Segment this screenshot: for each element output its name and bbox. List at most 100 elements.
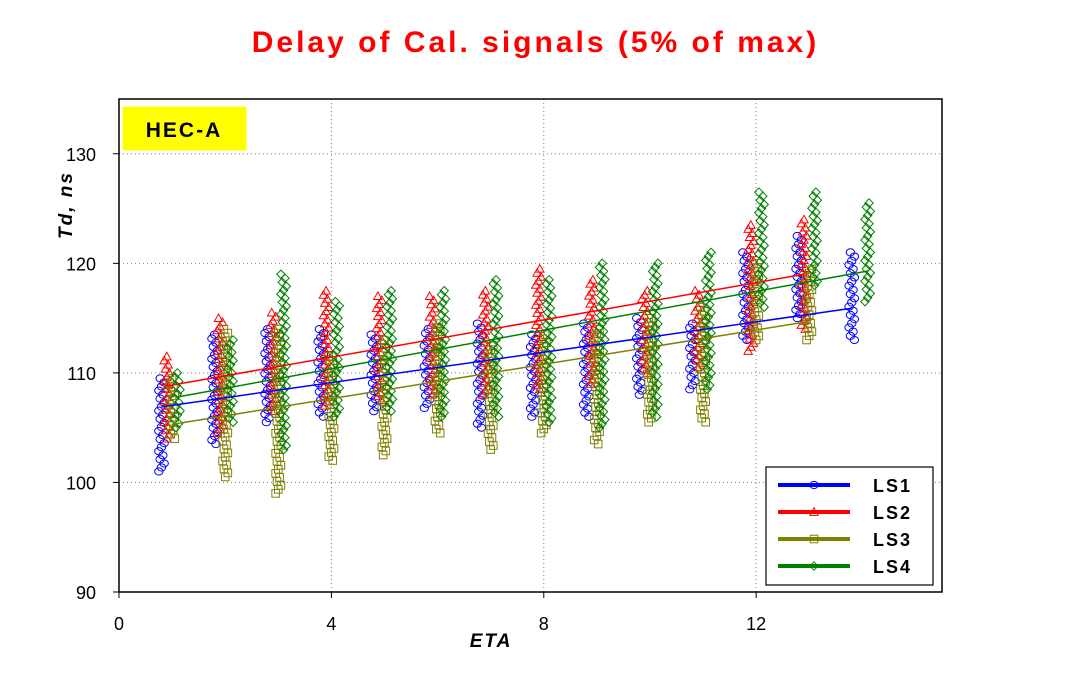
data-point — [597, 358, 608, 369]
data-point — [597, 418, 608, 429]
data-point — [436, 330, 447, 341]
data-point — [756, 244, 767, 255]
data-point — [384, 378, 395, 389]
data-point — [525, 342, 536, 351]
data-point — [528, 400, 538, 409]
data-point — [436, 310, 447, 321]
data-point — [321, 285, 332, 295]
data-point — [578, 400, 589, 409]
data-point — [278, 364, 289, 375]
data-point — [367, 399, 378, 408]
data-point — [383, 390, 394, 401]
data-point — [587, 274, 598, 284]
data-point — [278, 404, 289, 415]
data-point — [276, 349, 286, 359]
data-point — [382, 301, 393, 312]
data-point — [276, 428, 286, 439]
data-point — [491, 274, 501, 285]
data-point — [367, 378, 378, 388]
data-point — [278, 285, 289, 296]
data-point — [491, 395, 501, 406]
fit-lines — [161, 270, 868, 426]
data-point — [702, 263, 712, 274]
data-point — [155, 455, 165, 464]
data-point — [595, 290, 606, 301]
data-point — [489, 327, 500, 338]
x-tick-label: 12 — [746, 614, 766, 634]
data-point — [702, 323, 712, 334]
data-point — [384, 358, 395, 368]
data-point — [649, 274, 659, 285]
data-point — [861, 202, 872, 213]
data-point — [541, 401, 552, 411]
data-point — [542, 287, 553, 297]
data-point — [594, 362, 605, 373]
data-point — [331, 304, 342, 315]
data-point — [595, 390, 606, 401]
data-point — [278, 345, 289, 355]
chart-title: Delay of Cal. signals (5% of max) — [251, 26, 820, 59]
data-point — [278, 305, 289, 316]
data-point — [861, 263, 872, 274]
data-point — [384, 297, 395, 308]
data-point — [224, 413, 235, 423]
data-point — [864, 198, 874, 208]
data-point — [597, 338, 608, 349]
data-point — [384, 398, 395, 409]
data-point — [222, 404, 233, 415]
data-point — [793, 301, 804, 310]
data-point — [156, 443, 167, 452]
data-point — [594, 282, 605, 293]
data-point — [807, 223, 817, 234]
data-point — [165, 378, 174, 387]
data-point — [437, 379, 448, 390]
data-point — [489, 367, 500, 378]
data-point — [650, 363, 661, 374]
data-point — [435, 383, 446, 394]
data-point — [314, 324, 325, 334]
data-point — [650, 323, 661, 333]
data-point — [475, 415, 485, 424]
data-point — [480, 285, 491, 295]
data-point — [488, 339, 499, 350]
data-point — [228, 335, 239, 345]
data-point — [331, 387, 342, 397]
data-point — [166, 430, 176, 439]
data-point — [489, 347, 500, 358]
data-point — [633, 382, 643, 391]
data-point — [703, 311, 714, 322]
data-point — [437, 358, 448, 369]
data-point — [544, 417, 554, 428]
x-axis-title: ETA — [470, 631, 513, 652]
data-point — [436, 411, 447, 422]
data-point — [541, 278, 552, 289]
data-point — [435, 322, 446, 333]
data-point — [474, 407, 484, 416]
data-point — [166, 408, 176, 418]
data-point — [685, 364, 695, 373]
data-point — [685, 385, 695, 394]
data-point — [331, 407, 342, 418]
data-point — [700, 255, 711, 266]
data-point — [793, 240, 804, 249]
data-point — [225, 400, 236, 411]
data-point — [798, 214, 809, 224]
data-point — [277, 297, 288, 308]
data-point — [436, 391, 447, 402]
data-point — [208, 423, 218, 432]
data-point — [597, 378, 608, 389]
data-point — [649, 294, 659, 305]
data-point — [542, 388, 553, 399]
data-point — [525, 404, 536, 413]
data-point — [314, 345, 325, 355]
data-point — [261, 397, 272, 407]
data-point — [166, 386, 176, 396]
data-point — [702, 303, 712, 314]
data-point — [314, 387, 325, 396]
data-point — [807, 203, 817, 214]
data-point — [154, 467, 164, 476]
x-tick-label: 0 — [114, 614, 124, 634]
data-point — [809, 199, 820, 210]
data-point — [647, 347, 658, 358]
data-point — [862, 210, 873, 221]
